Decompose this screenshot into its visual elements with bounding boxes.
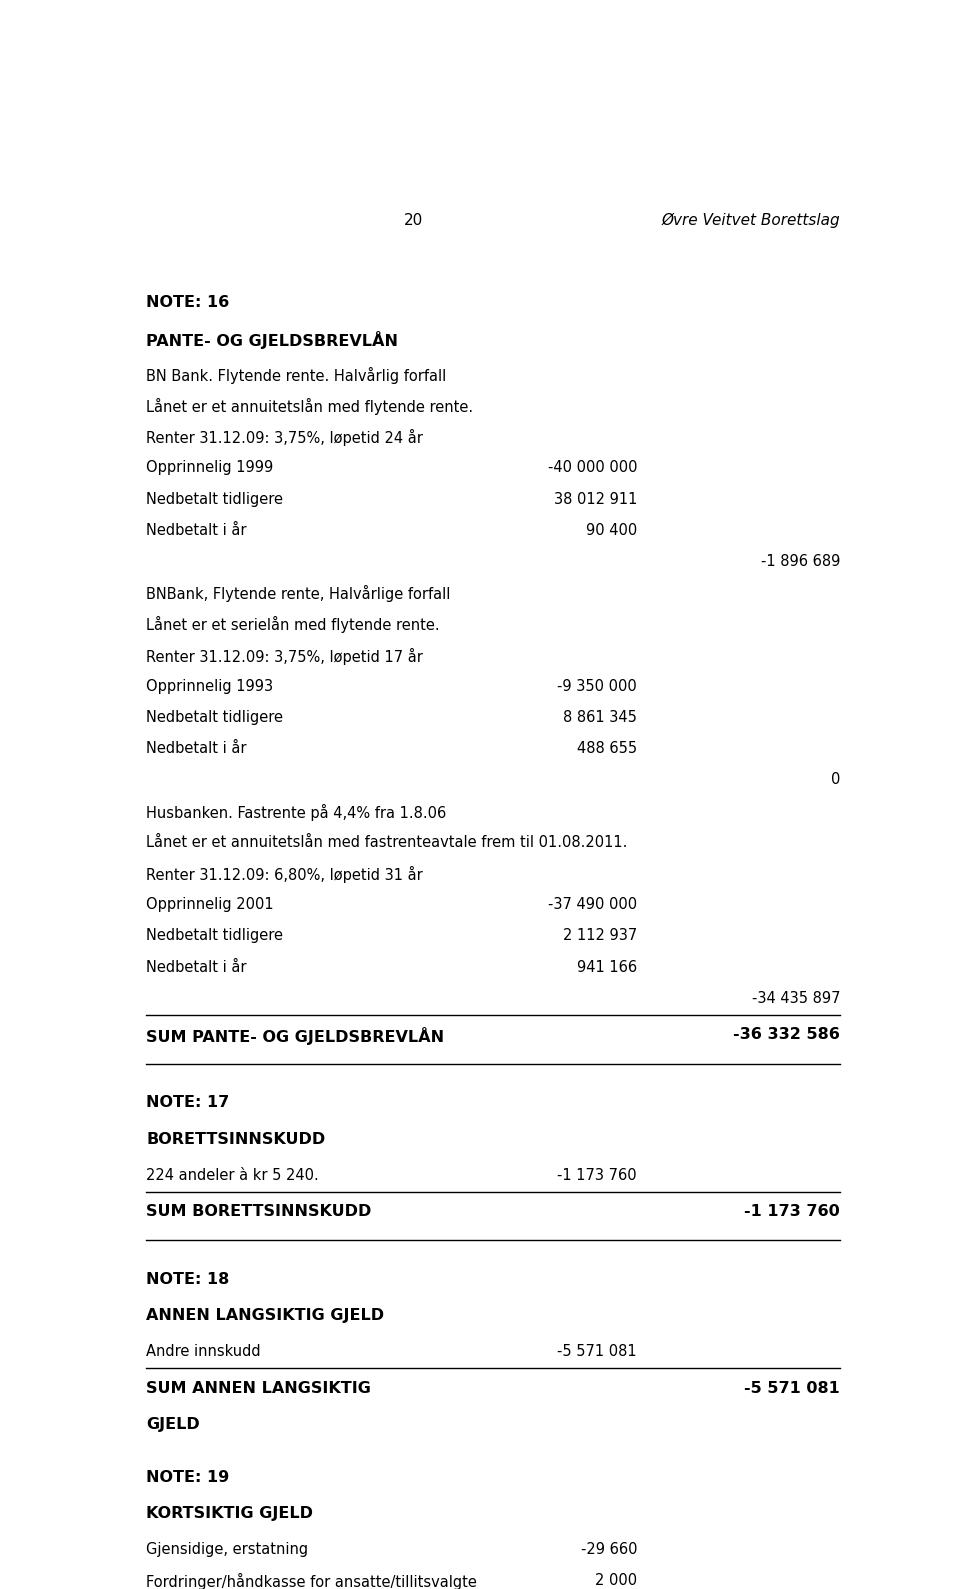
Text: 0: 0 (830, 772, 840, 788)
Text: 2 112 937: 2 112 937 (563, 928, 637, 944)
Text: BNBank, Flytende rente, Halvårlige forfall: BNBank, Flytende rente, Halvårlige forfa… (146, 585, 450, 602)
Text: -40 000 000: -40 000 000 (547, 461, 637, 475)
Text: -36 332 586: -36 332 586 (733, 1026, 840, 1042)
Text: -29 660: -29 660 (581, 1541, 637, 1557)
Text: NOTE: 17: NOTE: 17 (146, 1095, 229, 1111)
Text: SUM PANTE- OG GJELDSBREVLÅN: SUM PANTE- OG GJELDSBREVLÅN (146, 1026, 444, 1046)
Text: -9 350 000: -9 350 000 (558, 679, 637, 694)
Text: 224 andeler à kr 5 240.: 224 andeler à kr 5 240. (146, 1168, 319, 1182)
Text: 38 012 911: 38 012 911 (554, 491, 637, 507)
Text: -1 173 760: -1 173 760 (558, 1168, 637, 1182)
Text: Lånet er et serielån med flytende rente.: Lånet er et serielån med flytende rente. (146, 617, 440, 634)
Text: Renter 31.12.09: 6,80%, løpetid 31 år: Renter 31.12.09: 6,80%, løpetid 31 år (146, 866, 422, 883)
Text: -5 571 081: -5 571 081 (558, 1344, 637, 1360)
Text: -1 896 689: -1 896 689 (761, 555, 840, 569)
Text: NOTE: 19: NOTE: 19 (146, 1470, 229, 1484)
Text: Lånet er et annuitetslån med fastrenteavtale frem til 01.08.2011.: Lånet er et annuitetslån med fastrenteav… (146, 834, 628, 850)
Text: 8 861 345: 8 861 345 (564, 710, 637, 725)
Text: 20: 20 (404, 213, 423, 227)
Text: Opprinnelig 1999: Opprinnelig 1999 (146, 461, 274, 475)
Text: Gjensidige, erstatning: Gjensidige, erstatning (146, 1541, 308, 1557)
Text: Nedbetalt tidligere: Nedbetalt tidligere (146, 491, 283, 507)
Text: Fordringer/håndkasse for ansatte/tillitsvalgte: Fordringer/håndkasse for ansatte/tillits… (146, 1573, 477, 1589)
Text: Andre innskudd: Andre innskudd (146, 1344, 261, 1360)
Text: 941 166: 941 166 (577, 960, 637, 974)
Text: Opprinnelig 2001: Opprinnelig 2001 (146, 898, 274, 912)
Text: Nedbetalt i år: Nedbetalt i år (146, 740, 247, 756)
Text: -37 490 000: -37 490 000 (548, 898, 637, 912)
Text: -5 571 081: -5 571 081 (744, 1381, 840, 1395)
Text: Opprinnelig 1993: Opprinnelig 1993 (146, 679, 274, 694)
Text: -1 173 760: -1 173 760 (744, 1204, 840, 1219)
Text: -34 435 897: -34 435 897 (752, 992, 840, 1006)
Text: 90 400: 90 400 (586, 523, 637, 537)
Text: ANNEN LANGSIKTIG GJELD: ANNEN LANGSIKTIG GJELD (146, 1308, 384, 1324)
Text: Husbanken. Fastrente på 4,4% fra 1.8.06: Husbanken. Fastrente på 4,4% fra 1.8.06 (146, 804, 446, 820)
Text: Nedbetalt tidligere: Nedbetalt tidligere (146, 928, 283, 944)
Text: KORTSIKTIG GJELD: KORTSIKTIG GJELD (146, 1506, 313, 1521)
Text: SUM ANNEN LANGSIKTIG: SUM ANNEN LANGSIKTIG (146, 1381, 371, 1395)
Text: Nedbetalt i år: Nedbetalt i år (146, 523, 247, 537)
Text: BN Bank. Flytende rente. Halvårlig forfall: BN Bank. Flytende rente. Halvårlig forfa… (146, 367, 446, 385)
Text: BORETTSINNSKUDD: BORETTSINNSKUDD (146, 1131, 325, 1147)
Text: PANTE- OG GJELDSBREVLÅN: PANTE- OG GJELDSBREVLÅN (146, 331, 398, 348)
Text: Øvre Veitvet Borettslag: Øvre Veitvet Borettslag (661, 213, 840, 227)
Text: SUM BORETTSINNSKUDD: SUM BORETTSINNSKUDD (146, 1204, 372, 1219)
Text: NOTE: 18: NOTE: 18 (146, 1273, 229, 1287)
Text: Lånet er et annuitetslån med flytende rente.: Lånet er et annuitetslån med flytende re… (146, 399, 473, 415)
Text: Renter 31.12.09: 3,75%, løpetid 17 år: Renter 31.12.09: 3,75%, løpetid 17 år (146, 648, 423, 664)
Text: 2 000: 2 000 (595, 1573, 637, 1589)
Text: Nedbetalt tidligere: Nedbetalt tidligere (146, 710, 283, 725)
Text: GJELD: GJELD (146, 1417, 200, 1432)
Text: Nedbetalt i år: Nedbetalt i år (146, 960, 247, 974)
Text: NOTE: 16: NOTE: 16 (146, 294, 229, 310)
Text: 488 655: 488 655 (577, 740, 637, 756)
Text: Renter 31.12.09: 3,75%, løpetid 24 år: Renter 31.12.09: 3,75%, løpetid 24 år (146, 429, 423, 447)
